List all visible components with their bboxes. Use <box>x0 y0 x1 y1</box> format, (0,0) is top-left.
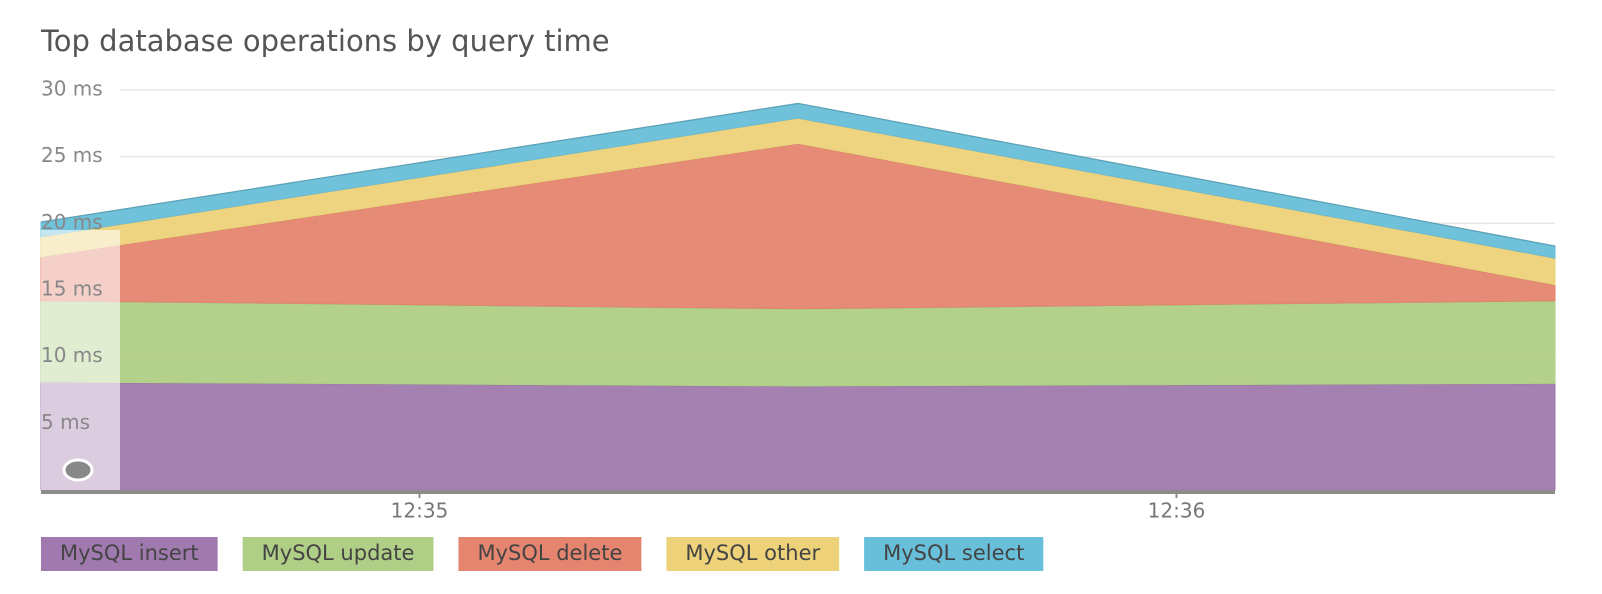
area <box>40 300 1556 387</box>
legend-label: MySQL insert <box>60 541 199 565</box>
legend-item: MySQL other <box>666 537 840 571</box>
y-tick-label: 25 ms <box>41 143 103 167</box>
legend-item: MySQL select <box>864 537 1044 571</box>
reset-icon <box>62 458 94 482</box>
y-tick-label: 10 ms <box>41 343 103 367</box>
area <box>40 381 1556 491</box>
legend-swatch <box>41 537 218 571</box>
y-tick-label: 15 ms <box>41 277 103 301</box>
area-edge <box>40 102 1556 247</box>
legend-label: MySQL select <box>883 541 1024 565</box>
legend-swatch <box>458 537 642 571</box>
x-tick-label: 12:35 <box>391 499 449 523</box>
hover-overlay <box>41 230 120 490</box>
legend-swatch <box>864 537 1044 571</box>
y-tick-label: 20 ms <box>41 210 103 234</box>
legend-label: MySQL delete <box>477 541 622 565</box>
legend-swatch <box>666 537 840 571</box>
legend-label: MySQL other <box>685 541 820 565</box>
chart-title: Top database operations by query time <box>40 24 610 58</box>
legend-swatch <box>242 537 434 571</box>
y-tick-label: 5 ms <box>41 410 90 434</box>
y-tick-label: 30 ms <box>41 77 103 101</box>
legend-item: MySQL update <box>242 537 434 571</box>
legend-item: MySQL delete <box>458 537 642 571</box>
x-tick-label: 12:36 <box>1148 499 1206 523</box>
legend-label: MySQL update <box>262 541 415 565</box>
legend-item: MySQL insert <box>41 537 218 571</box>
